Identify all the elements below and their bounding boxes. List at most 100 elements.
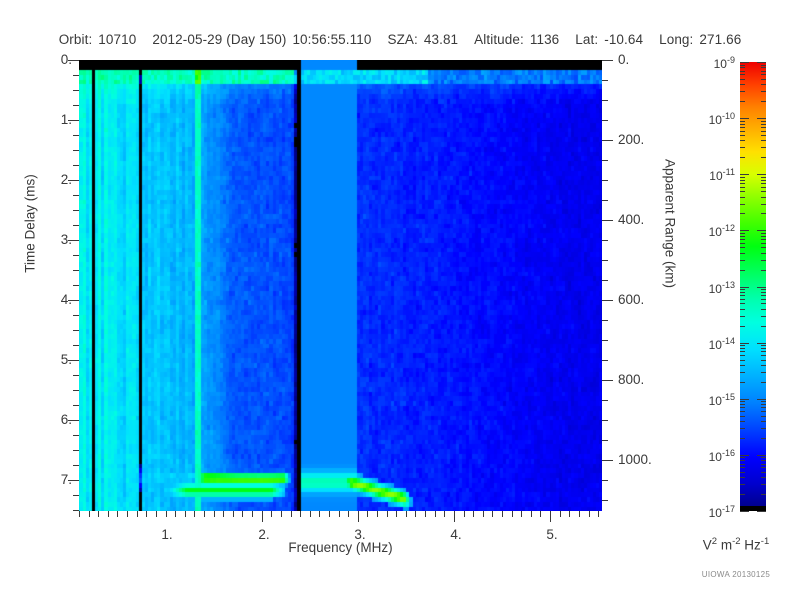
x-tick-label-5: 5. [546, 527, 558, 542]
y-right-major-tick [602, 140, 613, 141]
colorbar-minor-tick [761, 79, 766, 80]
y-right-minor-tick [602, 80, 608, 81]
colorbar-minor-tick [761, 233, 766, 234]
y-minor-tick [73, 75, 79, 76]
y-right-tick-label-200: 200. [618, 132, 645, 147]
x-minor-tick [146, 511, 147, 517]
colorbar-minor-tick [761, 421, 766, 422]
x-minor-tick [560, 511, 561, 517]
x-minor-tick [473, 511, 474, 517]
x-minor-tick [127, 511, 128, 517]
y-minor-tick [73, 195, 79, 196]
colorbar-minor-tick [740, 416, 745, 417]
y-minor-tick [73, 225, 79, 226]
y-minor-tick [73, 435, 79, 436]
y-right-tick-label-800: 800. [618, 372, 645, 387]
colorbar-minor-tick [761, 299, 766, 300]
colorbar-minor-tick [761, 260, 766, 261]
colorbar-minor-tick [740, 299, 745, 300]
colorbar-minor-tick [740, 91, 745, 92]
colorbar-major-tick--14 [740, 343, 749, 344]
x-minor-tick [589, 511, 590, 517]
colorbar-minor-tick [761, 243, 766, 244]
x-minor-tick [166, 511, 167, 517]
colorbar-minor-tick [761, 472, 766, 473]
y-left-tick-label-0: 0. [60, 52, 72, 67]
colorbar-minor-tick [761, 416, 766, 417]
colorbar-tick-label--9: 10-9 [713, 55, 735, 71]
colorbar-minor-tick [740, 477, 745, 478]
y-minor-tick [73, 465, 79, 466]
sza-value: 43.81 [423, 31, 459, 47]
unit-hz: Hz [740, 537, 761, 553]
unit-v: V [702, 537, 712, 553]
colorbar-minor-tick [740, 180, 745, 181]
colorbar-minor-tick [761, 438, 766, 439]
colorbar-major-tick--15 [740, 399, 749, 400]
colorbar-minor-tick [761, 74, 766, 75]
x-minor-tick [377, 511, 378, 517]
x-minor-tick [598, 511, 599, 517]
unit-hz-exp: -1 [760, 536, 770, 547]
colorbar-major-tick--13 [740, 287, 749, 288]
altitude-label: Altitude: [474, 31, 524, 47]
y-right-tick-label-1000: 1000. [618, 452, 652, 467]
colorbar-minor-tick [740, 270, 745, 271]
colorbar-minor-tick [761, 121, 766, 122]
colorbar-minor-tick [740, 65, 745, 66]
colorbar-minor-tick [761, 236, 766, 237]
colorbar-minor-tick [761, 177, 766, 178]
colorbar-minor-tick [740, 233, 745, 234]
y-axis-right-title: Apparent Range (km) [662, 158, 678, 289]
colorbar-minor-tick [740, 457, 745, 458]
y-left-tick-label-7: 7. [60, 472, 72, 487]
x-minor-tick [521, 511, 522, 517]
colorbar-minor-tick [761, 84, 766, 85]
colorbar-minor-tick [761, 270, 766, 271]
y-right-major-tick [602, 300, 613, 301]
colorbar-minor-tick [740, 365, 745, 366]
y-major-tick [68, 120, 79, 121]
x-minor-tick [281, 511, 282, 517]
colorbar-minor-tick [761, 477, 766, 478]
y-minor-tick [73, 255, 79, 256]
y-left-tick-label-2: 2. [60, 172, 72, 187]
colorbar-minor-tick [761, 345, 766, 346]
ionogram-plot-area [79, 60, 602, 511]
sza-label: SZA: [387, 31, 418, 47]
y-right-minor-tick [602, 420, 608, 421]
x-minor-tick [223, 511, 224, 517]
colorbar-major-tick-r--16 [757, 455, 766, 456]
x-minor-tick [348, 511, 349, 517]
y-major-tick [68, 300, 79, 301]
colorbar-minor-tick [761, 135, 766, 136]
colorbar-minor-tick [761, 180, 766, 181]
y-right-tick-label-400: 400. [618, 212, 645, 227]
colorbar-minor-tick [761, 494, 766, 495]
y-right-major-tick [602, 60, 613, 61]
x-major-tick [454, 511, 455, 522]
colorbar-minor-tick [740, 253, 745, 254]
y-major-tick [68, 420, 79, 421]
colorbar-minor-tick [761, 71, 766, 72]
colorbar-minor-tick [740, 131, 745, 132]
y-minor-tick [73, 330, 79, 331]
x-minor-tick [329, 511, 330, 517]
latitude-label: Lat: [575, 31, 599, 47]
colorbar-minor-tick [740, 236, 745, 237]
x-minor-tick [214, 511, 215, 517]
y-right-major-tick [602, 220, 613, 221]
x-minor-tick [531, 511, 532, 517]
colorbar-minor-tick [761, 101, 766, 102]
orbit-label: Orbit: [58, 31, 93, 47]
x-minor-tick [444, 511, 445, 517]
x-minor-tick [310, 511, 311, 517]
x-tick-label-2: 2. [258, 527, 270, 542]
colorbar-unit-label: V2 m-2 Hz-1 [672, 536, 800, 553]
colorbar-minor-tick [740, 71, 745, 72]
x-minor-tick [175, 511, 176, 517]
colorbar-minor-tick [761, 289, 766, 290]
y-right-minor-tick [602, 500, 608, 501]
header-metadata: Orbit: 10710 2012-05-29 (Day 150) 10:56:… [0, 30, 800, 48]
x-minor-tick [483, 511, 484, 517]
